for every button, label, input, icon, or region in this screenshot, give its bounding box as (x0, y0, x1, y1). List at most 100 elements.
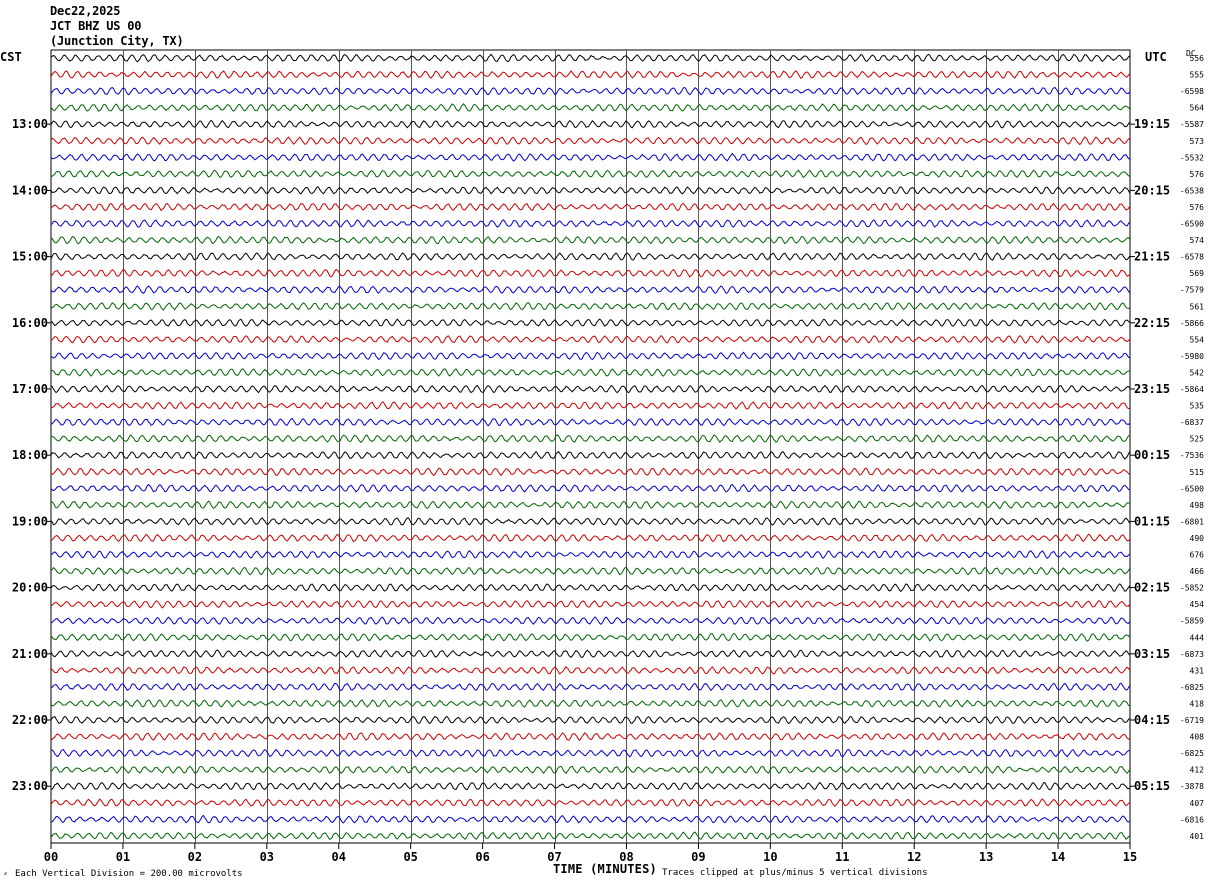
trace-line (50, 152, 1131, 162)
dc-offset-label: -6578 (1180, 253, 1204, 262)
dc-offset-label: 490 (1190, 534, 1205, 543)
trace-line (51, 814, 1130, 824)
trace-line (50, 417, 1131, 427)
plot-frame (50, 49, 1131, 844)
trace-line (50, 351, 1131, 361)
right-time-label: 02:15 (1134, 581, 1170, 595)
dc-offset-label: -6837 (1180, 418, 1204, 427)
right-time-label: 03:15 (1134, 647, 1170, 661)
trace-line (50, 136, 1130, 146)
x-tick-label: 09 (691, 850, 705, 864)
dc-offset-label: 407 (1190, 799, 1205, 808)
dc-offset-label: -5864 (1180, 385, 1204, 394)
trace-line (50, 765, 1131, 775)
dc-offset-label: 515 (1190, 468, 1205, 477)
trace-line (50, 583, 1131, 592)
scale-bar-icon: ⸗ (4, 869, 7, 879)
trace-line (50, 649, 1131, 658)
left-time-label: 13:00 (12, 117, 48, 131)
trace-line (50, 831, 1131, 841)
time-labels: 13:00 14:00 15:00 16:00 17:00 18:00 19:00 20:00… (12, 117, 1170, 793)
scale-note-text: Each Vertical Division = 200.00 microvol… (15, 869, 243, 879)
trace-line (50, 665, 1131, 675)
dc-offset-label: -6590 (1180, 220, 1204, 229)
trace-line (50, 781, 1131, 791)
right-timezone-label: UTC (1145, 50, 1167, 64)
x-tick-label: 15 (1123, 850, 1137, 864)
x-tick-label: 06 (475, 850, 489, 864)
dc-offset-label: -5980 (1180, 352, 1204, 361)
trace-line (50, 186, 1131, 195)
dc-offset-label: -6816 (1180, 815, 1204, 824)
x-tick-label: 02 (188, 850, 202, 864)
dc-offset-label: -6598 (1180, 87, 1204, 96)
x-tick-label: 11 (835, 850, 849, 864)
trace-line (50, 599, 1131, 609)
dc-offset-label: -5852 (1180, 584, 1204, 593)
trace-line (50, 335, 1131, 344)
trace-line (50, 53, 1131, 63)
trace-line (50, 682, 1131, 692)
dc-offset-label: 535 (1190, 402, 1205, 411)
dc-offset-label: 498 (1190, 501, 1205, 510)
dc-offset-label: 561 (1190, 302, 1205, 311)
left-time-label: 16:00 (12, 316, 48, 330)
dc-offset-label: 542 (1190, 368, 1205, 377)
left-time-label: 17:00 (12, 382, 48, 396)
dc-offset-label: -7579 (1180, 286, 1204, 295)
trace-line (50, 169, 1130, 179)
trace-line (50, 483, 1131, 493)
station-code: JCT BHZ US 00 (50, 19, 142, 33)
dc-offset-label: -3878 (1180, 782, 1204, 791)
dc-offset-label: 418 (1190, 699, 1205, 708)
x-tick-label: 04 (332, 850, 346, 864)
trace-line (50, 119, 1131, 129)
seismic-traces (50, 53, 1131, 841)
trace-line (50, 633, 1131, 642)
right-time-label: 05:15 (1134, 779, 1170, 793)
left-time-label: 18:00 (12, 448, 48, 462)
dc-offset-label: 569 (1190, 269, 1205, 278)
minute-grid (50, 49, 1131, 844)
trace-line (50, 748, 1130, 758)
right-time-label: 00:15 (1134, 448, 1170, 462)
x-tick-label: 14 (1051, 850, 1065, 864)
trace-line (50, 699, 1130, 708)
x-tick-label: 12 (907, 850, 921, 864)
dc-offset-label: -6719 (1180, 716, 1204, 725)
left-time-label: 22:00 (12, 713, 48, 727)
plot-date: Dec22,2025 (50, 4, 121, 18)
trace-line (50, 70, 1131, 79)
dc-offset-label: 431 (1190, 666, 1205, 675)
dc-offset-label: -5532 (1180, 153, 1204, 162)
dc-offset-label: 573 (1190, 137, 1205, 146)
x-tick-label: 08 (619, 850, 633, 864)
trace-line (50, 434, 1130, 444)
dc-offset-labels: 556 555 -6598 564 -5587 573 -5532 576 -6538 576 -6… (1180, 54, 1204, 841)
dc-offset-label: 466 (1190, 567, 1205, 576)
trace-line (50, 102, 1131, 113)
left-time-label: 23:00 (12, 779, 48, 793)
dc-offset-label: -7536 (1180, 451, 1204, 460)
dc-offset-label: 574 (1190, 236, 1205, 245)
dc-offset-label: -5866 (1180, 319, 1204, 328)
right-time-label: 19:15 (1134, 117, 1170, 131)
trace-line (50, 732, 1130, 742)
x-tick-label: 03 (260, 850, 274, 864)
dc-offset-label: -6801 (1180, 517, 1204, 526)
right-time-label: 20:15 (1134, 183, 1170, 197)
dc-offset-label: 676 (1190, 551, 1205, 560)
x-tick-label: 01 (116, 850, 130, 864)
dc-offset-label: 408 (1190, 733, 1205, 742)
trace-line (50, 219, 1131, 228)
dc-offset-label: 564 (1190, 104, 1205, 113)
left-timezone-label: CST (0, 50, 22, 64)
trace-line (50, 302, 1130, 311)
x-tick-label: 13 (979, 850, 993, 864)
dc-offset-label: 525 (1190, 435, 1205, 444)
left-time-label: 14:00 (12, 183, 48, 197)
x-tick-label: 05 (403, 850, 417, 864)
trace-line (50, 616, 1131, 625)
trace-line (50, 798, 1131, 807)
left-time-label: 21:00 (12, 647, 48, 661)
